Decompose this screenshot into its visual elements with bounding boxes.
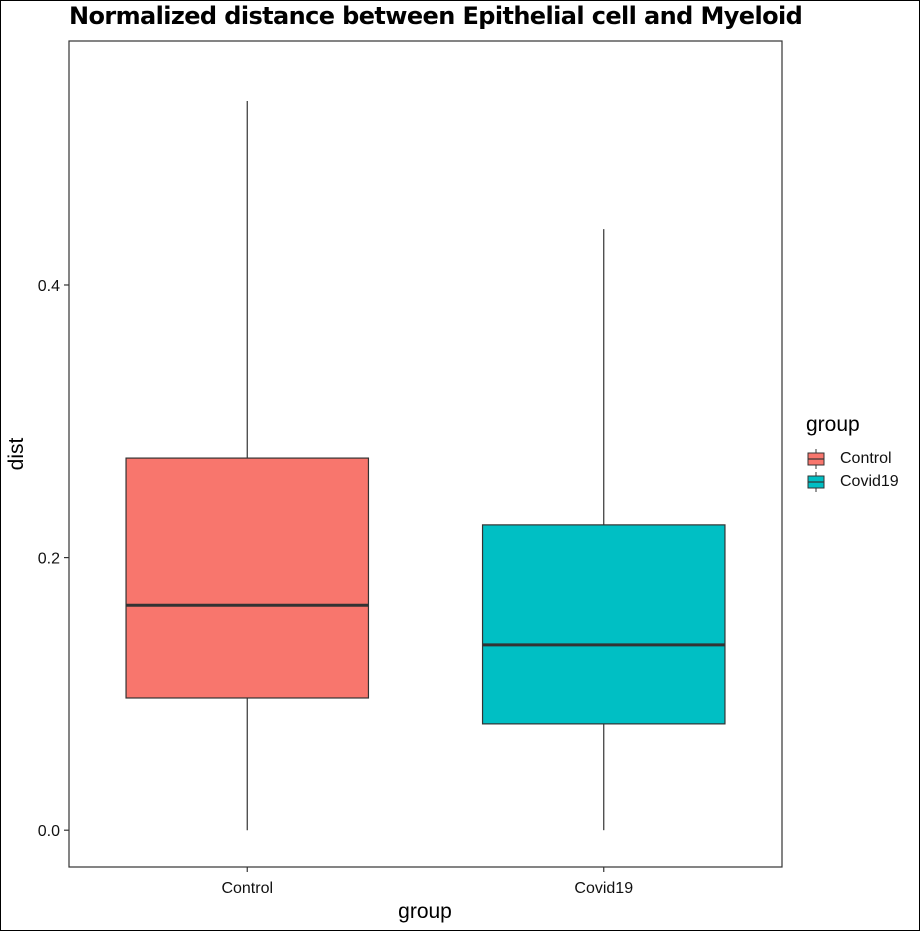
y-axis-title: dist [5, 437, 28, 470]
x-axis-title: group [398, 900, 452, 923]
boxes-layer [125, 100, 726, 831]
legend-item-covid19: Covid19 [806, 472, 899, 492]
y-axis: 0.0 0.2 0.4 [38, 278, 69, 840]
x-tick-label: Covid19 [574, 880, 633, 897]
chart-title: Normalized distance between Epithelial c… [69, 2, 803, 30]
y-tick-label: 0.4 [38, 278, 60, 295]
legend-key-control [806, 449, 826, 469]
legend-item-control: Control [806, 449, 892, 469]
x-tick-label: Control [221, 880, 273, 897]
box-control [125, 457, 370, 699]
legend-key-covid19 [806, 472, 826, 492]
box-covid19 [481, 524, 726, 725]
y-tick-label: 0.0 [38, 823, 60, 840]
plot-panel [68, 40, 783, 868]
legend-title: group [806, 413, 860, 436]
legend-label-covid19: Covid19 [840, 473, 899, 490]
y-tick-label: 0.2 [38, 551, 60, 568]
legend-label-control: Control [840, 450, 892, 467]
x-axis: Control Covid19 [221, 867, 633, 897]
